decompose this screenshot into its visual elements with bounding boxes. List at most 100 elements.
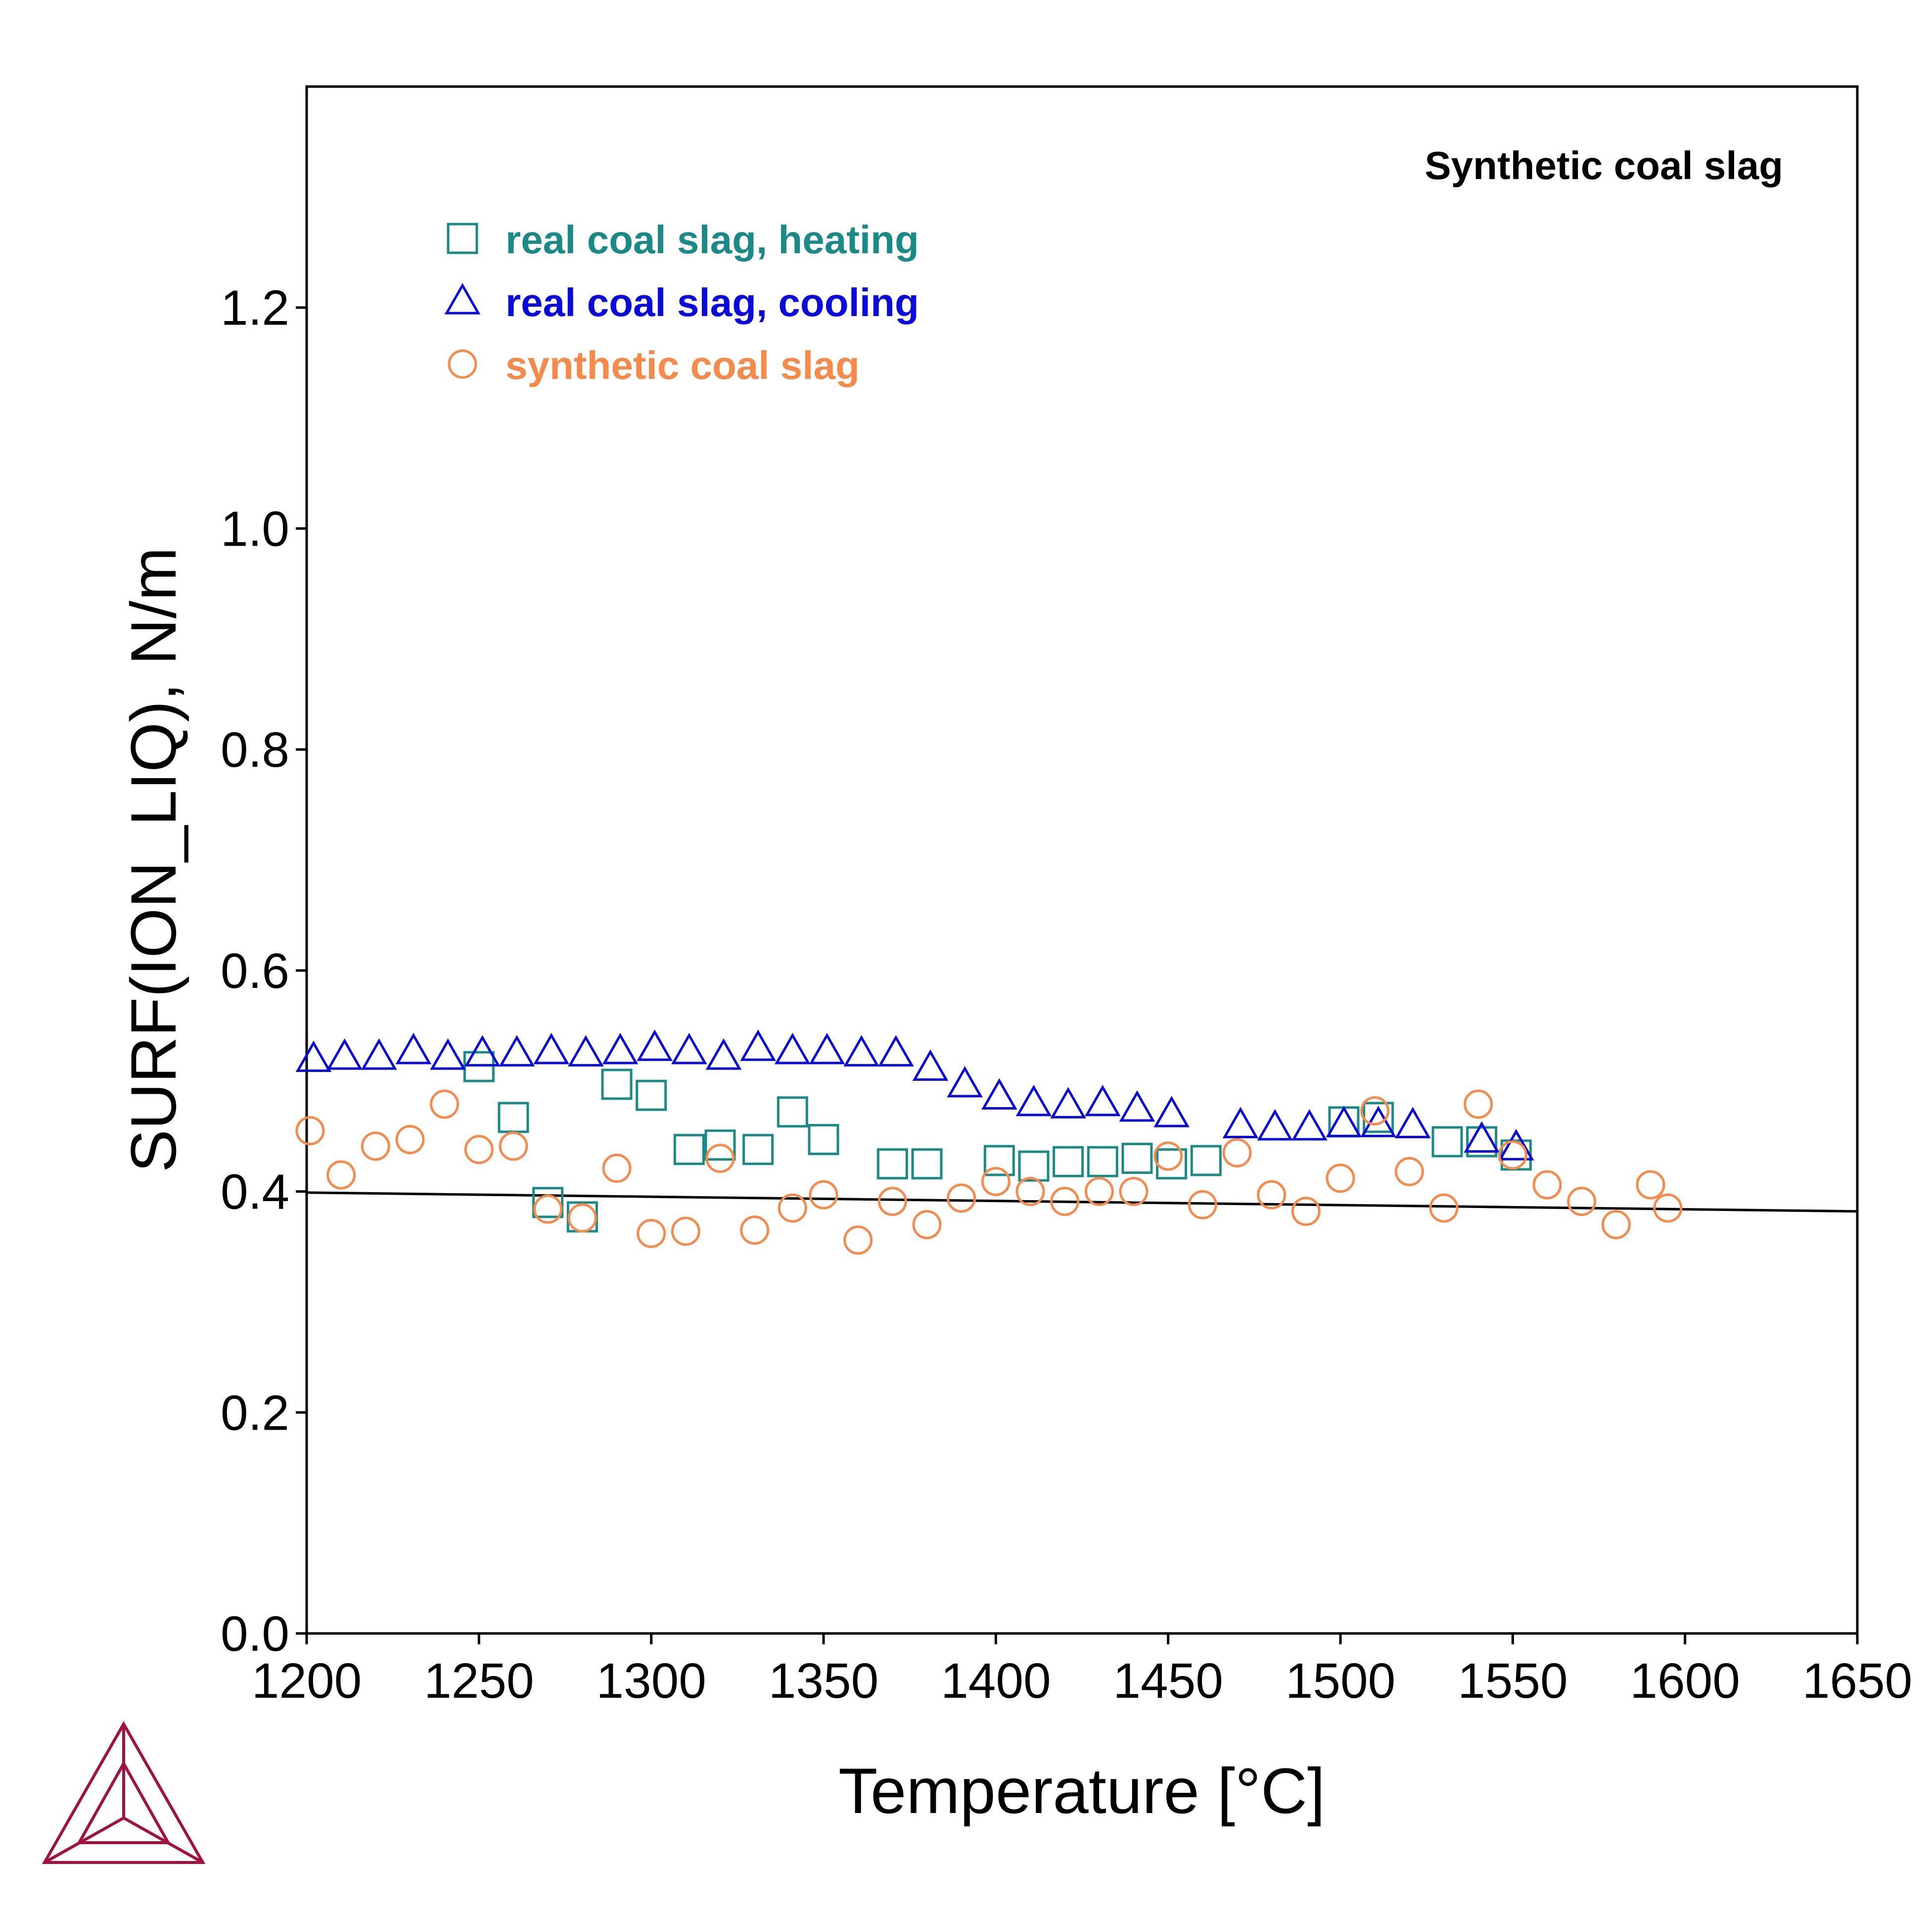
square-point bbox=[601, 1069, 633, 1100]
triangle-point bbox=[1222, 1107, 1259, 1139]
triangle-point bbox=[843, 1035, 879, 1067]
triangle-point bbox=[567, 1035, 604, 1067]
circle-point bbox=[395, 1125, 425, 1155]
square-point bbox=[777, 1096, 808, 1128]
triangle-point bbox=[533, 1032, 569, 1065]
circle-point bbox=[1601, 1210, 1631, 1240]
x-tick-label: 1300 bbox=[596, 1653, 706, 1709]
circle-point bbox=[430, 1089, 460, 1119]
annotation-text: Synthetic coal slag bbox=[1425, 143, 1783, 187]
calculated-curve-layer bbox=[306, 1191, 1858, 1213]
circle-point bbox=[1532, 1170, 1562, 1200]
x-tick-label: 1400 bbox=[941, 1653, 1051, 1709]
legend-circle-marker bbox=[448, 349, 477, 379]
square-point bbox=[1053, 1146, 1084, 1177]
triangle-point bbox=[774, 1032, 811, 1065]
square-point bbox=[532, 1187, 564, 1218]
circle-point bbox=[809, 1180, 838, 1209]
square-point bbox=[876, 1148, 908, 1180]
triangle-point bbox=[602, 1032, 639, 1065]
triangle-point bbox=[464, 1035, 501, 1067]
circle-point bbox=[567, 1203, 597, 1233]
x-tick-label: 1550 bbox=[1458, 1653, 1567, 1709]
circle-point bbox=[1257, 1180, 1287, 1209]
triangle-point bbox=[947, 1066, 983, 1098]
circle-point bbox=[533, 1194, 563, 1224]
thermo-calc-logo bbox=[42, 1721, 206, 1864]
square-point bbox=[1190, 1145, 1222, 1176]
triangle-point bbox=[981, 1078, 1017, 1110]
circle-point bbox=[912, 1210, 942, 1240]
legend-triangle-marker bbox=[444, 282, 481, 315]
circle-point bbox=[1498, 1140, 1527, 1170]
circle-point bbox=[637, 1218, 666, 1248]
square-point bbox=[1121, 1143, 1153, 1174]
square-point bbox=[1018, 1150, 1050, 1182]
triangle-point bbox=[295, 1040, 332, 1072]
circle-point bbox=[1464, 1089, 1493, 1119]
y-tick-label: 1.2 bbox=[221, 280, 289, 336]
legend-label: synthetic coal slag bbox=[506, 343, 860, 387]
triangle-point bbox=[1015, 1084, 1052, 1116]
circle-point bbox=[671, 1216, 700, 1246]
circle-point bbox=[361, 1131, 390, 1161]
triangle-point bbox=[1153, 1096, 1190, 1127]
legend-label: real coal slag, cooling bbox=[506, 280, 919, 325]
circle-point bbox=[843, 1225, 873, 1255]
x-tick-label: 1600 bbox=[1630, 1653, 1740, 1709]
triangle-point bbox=[1464, 1121, 1500, 1153]
circle-point bbox=[499, 1131, 528, 1161]
circle-point bbox=[1050, 1187, 1080, 1216]
triangle-point bbox=[1257, 1109, 1293, 1141]
square-point bbox=[498, 1102, 529, 1133]
y-tick-label: 0.8 bbox=[221, 722, 289, 778]
circle-point bbox=[705, 1144, 735, 1173]
y-tick-label: 0.0 bbox=[221, 1606, 289, 1662]
x-tick-label: 1250 bbox=[424, 1653, 534, 1709]
circle-point bbox=[1084, 1177, 1114, 1207]
square-point bbox=[636, 1079, 667, 1111]
triangle-point bbox=[1326, 1106, 1362, 1137]
triangle-point bbox=[395, 1032, 432, 1065]
triangle-point bbox=[361, 1038, 397, 1070]
circle-point bbox=[1360, 1096, 1390, 1126]
square-point bbox=[704, 1129, 736, 1161]
x-tick-label: 1650 bbox=[1802, 1653, 1912, 1709]
data-points-layer bbox=[295, 1029, 1683, 1255]
x-tick-label: 1500 bbox=[1286, 1653, 1395, 1709]
triangle-point bbox=[1050, 1087, 1086, 1118]
circle-point bbox=[877, 1187, 907, 1216]
circle-point bbox=[1188, 1190, 1217, 1219]
x-tick-label: 1350 bbox=[769, 1653, 878, 1709]
legend-square-marker bbox=[447, 223, 478, 254]
circle-point bbox=[1567, 1187, 1597, 1216]
triangle-point bbox=[809, 1032, 845, 1065]
circle-point bbox=[464, 1135, 494, 1164]
triangle-point bbox=[740, 1029, 776, 1061]
square-point bbox=[1328, 1106, 1360, 1138]
square-point bbox=[1431, 1126, 1463, 1158]
square-point bbox=[1466, 1126, 1498, 1158]
calculated-curve bbox=[306, 1191, 1858, 1213]
circle-point bbox=[1015, 1177, 1045, 1207]
square-point bbox=[911, 1148, 943, 1180]
y-tick-label: 1.0 bbox=[221, 501, 289, 557]
x-tick-label: 1450 bbox=[1113, 1653, 1223, 1709]
x-axis-title: Temperature [°C] bbox=[838, 1755, 1325, 1827]
triangle-point bbox=[671, 1032, 707, 1065]
circle-point bbox=[1326, 1163, 1355, 1193]
y-axis-title: SURF(ION_LIQ), N/m bbox=[117, 547, 189, 1172]
triangle-point bbox=[430, 1038, 466, 1070]
circle-point bbox=[981, 1166, 1011, 1196]
circle-point bbox=[1222, 1138, 1252, 1167]
y-tick-label: 0.6 bbox=[221, 943, 289, 999]
circle-point bbox=[1429, 1193, 1459, 1223]
circle-point bbox=[1291, 1197, 1321, 1226]
circle-point bbox=[326, 1160, 356, 1190]
circle-point bbox=[1153, 1141, 1183, 1171]
plot-area bbox=[305, 85, 1859, 1635]
x-tick-label: 1200 bbox=[252, 1653, 362, 1709]
circle-point bbox=[1394, 1157, 1424, 1186]
